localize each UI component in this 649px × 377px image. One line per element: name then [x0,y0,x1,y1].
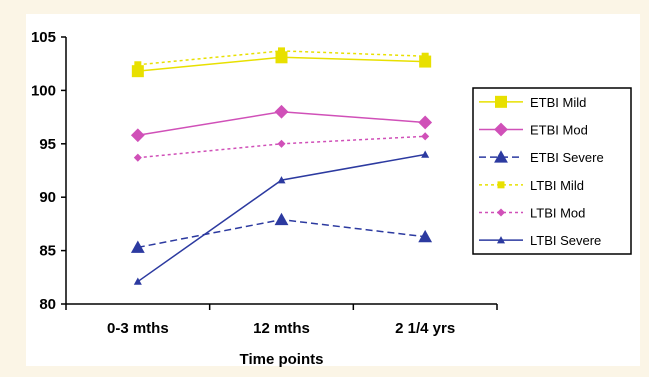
data-point-ltbi-severe [421,150,430,158]
legend-label: LTBI Mild [530,178,584,193]
data-point-ltbi-severe [277,176,286,184]
legend-entry-ltbi-mod: LTBI Mod [479,206,585,221]
data-point-ltbi-mild [421,52,429,60]
data-point-ltbi-mod [277,139,286,148]
legend-box [472,87,632,255]
y-tick-label: 100 [31,82,56,99]
legend-swatch-marker [494,150,508,163]
legend-label: ETBI Severe [530,150,604,165]
legend-label: ETBI Mod [530,123,588,138]
x-axis-title: Time points [240,351,324,368]
x-tick-label: 2 1/4 yrs [395,320,455,337]
data-point-etbi-severe [130,240,145,253]
legend-label: LTBI Mod [530,206,585,221]
x-tick-label: 12 mths [253,320,310,337]
data-point-etbi-mod [130,128,145,143]
legend-swatch-marker [496,208,506,217]
legend-entry-etbi-mod: ETBI Mod [479,123,588,138]
data-point-etbi-severe [418,229,433,243]
data-point-etbi-mod [274,104,289,119]
data-point-ltbi-mild [134,61,142,69]
series-layer [130,47,433,285]
data-point-etbi-severe [274,212,289,226]
y-tick-label: 80 [39,296,56,313]
data-point-etbi-mild [419,55,432,68]
legend-entry-etbi-severe: ETBI Severe [479,150,604,165]
legend-entry-ltbi-mild: LTBI Mild [479,178,584,193]
y-tick-label: 95 [39,136,56,153]
data-point-etbi-mod [418,115,433,130]
y-tick-label: 90 [39,189,56,206]
series-etbi-mod [130,104,433,143]
series-ltbi-mod [133,132,430,162]
legend-swatch-marker [495,95,507,108]
series-ltbi-mild [134,47,429,69]
series-etbi-severe [130,212,433,253]
x-tick-label: 0-3 mths [107,320,169,337]
y-tick-label: 85 [39,243,56,260]
legend-label: ETBI Mild [530,95,586,110]
legend-swatch-marker [496,236,506,244]
series-ltbi-severe [133,150,430,285]
data-point-ltbi-mod [421,132,430,141]
data-point-ltbi-severe [133,277,142,285]
legend-swatch-marker [497,181,505,189]
y-tick-label: 105 [31,29,56,46]
legend-entry-ltbi-severe: LTBI Severe [479,233,601,248]
legend-entry-etbi-mild: ETBI Mild [479,95,586,110]
legend-swatch-marker [494,122,508,137]
legend: ETBI Mild ETBI Mod ETBI Severe LTBI Mild LTB… [472,87,632,255]
axes: 80 85 90 95 100 105 0-3 mths 12 mths 2 1/4 yrs [31,29,498,337]
legend-label: LTBI Severe [530,233,601,248]
data-point-ltbi-mild [278,47,285,55]
data-point-ltbi-mod [133,153,142,162]
